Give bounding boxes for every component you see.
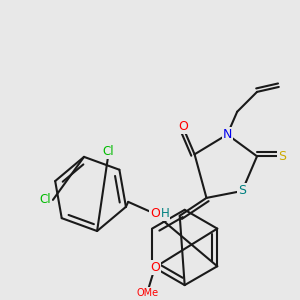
Text: O: O [150, 261, 160, 274]
Text: S: S [278, 150, 286, 163]
Text: Cl: Cl [40, 194, 51, 206]
Text: Cl: Cl [103, 145, 114, 158]
Text: H: H [160, 207, 169, 220]
Text: O: O [150, 207, 160, 220]
Text: OMe: OMe [137, 288, 159, 298]
Text: S: S [238, 184, 246, 197]
Text: O: O [178, 120, 188, 133]
Text: N: N [223, 128, 232, 141]
